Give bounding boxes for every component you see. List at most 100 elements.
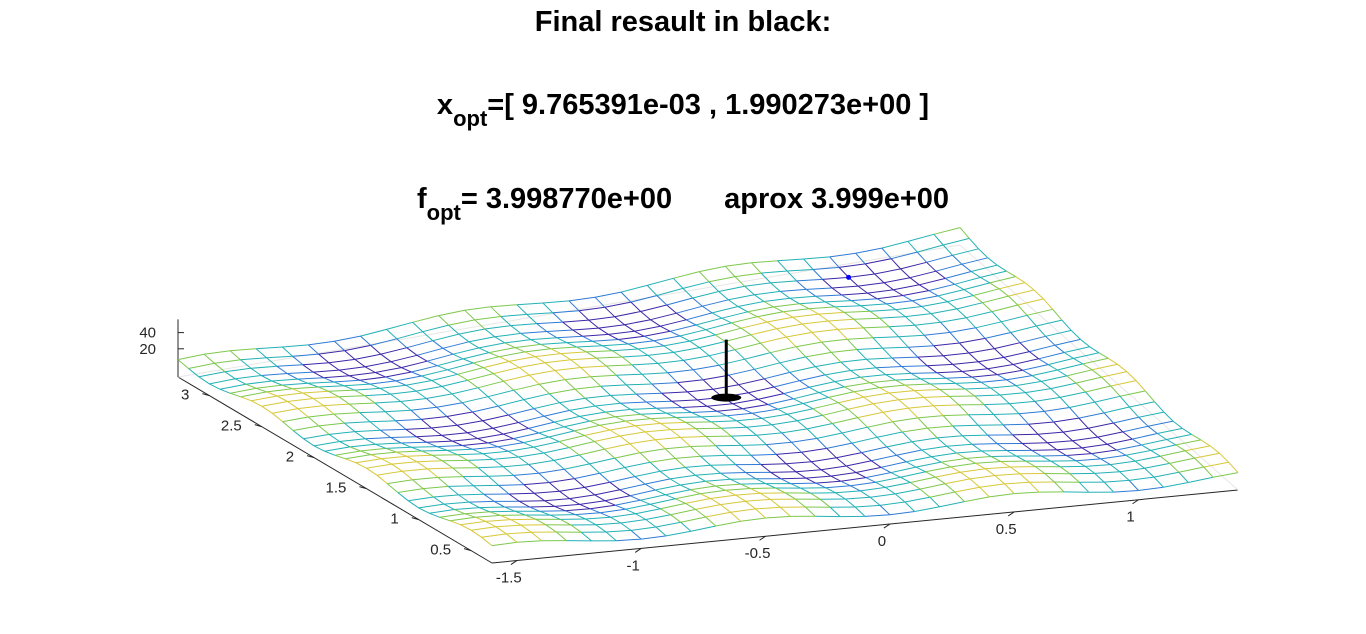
- mesh-line: [708, 355, 720, 366]
- mesh-line: [240, 391, 267, 398]
- mesh-line: [959, 342, 970, 354]
- mesh-line: [595, 522, 621, 526]
- mesh-line: [747, 306, 774, 313]
- mesh-line: [952, 424, 979, 427]
- mesh-line: [1015, 385, 1026, 394]
- mesh-line: [1036, 319, 1063, 327]
- mesh-line: [1103, 406, 1130, 414]
- mesh-line: [620, 522, 632, 531]
- mesh-line: [933, 227, 961, 235]
- mesh-line: [492, 422, 519, 429]
- mesh-line: [690, 525, 716, 532]
- mesh-line: [914, 389, 940, 392]
- mesh-line: [681, 407, 692, 413]
- mesh-line: [1094, 471, 1120, 474]
- mesh-line: [542, 300, 570, 304]
- mesh-line: [815, 361, 841, 368]
- mesh-line: [1119, 395, 1130, 408]
- mesh-line: [952, 254, 963, 265]
- mesh-line: [676, 312, 687, 321]
- mesh-line: [779, 356, 806, 364]
- mesh-line: [585, 395, 611, 399]
- mesh-line: [999, 394, 1010, 405]
- mesh-line: [699, 265, 726, 273]
- mesh-line: [1050, 460, 1061, 468]
- mesh-line: [985, 466, 1011, 470]
- mesh-line: [969, 478, 981, 488]
- mesh-line: [848, 273, 875, 278]
- mesh-line: [857, 285, 868, 294]
- mesh-line: [886, 441, 913, 448]
- mesh-line: [650, 457, 676, 463]
- mesh-line: [490, 304, 517, 308]
- mesh-line: [746, 424, 772, 428]
- mesh-line: [839, 263, 866, 268]
- mesh-line: [410, 409, 422, 420]
- mesh-line: [890, 466, 917, 474]
- mesh-line: [973, 288, 1000, 296]
- mesh-line: [665, 446, 691, 450]
- mesh-line: [594, 441, 605, 450]
- mesh-line: [832, 285, 859, 289]
- mesh-line: [891, 251, 918, 260]
- mesh-line: [574, 478, 585, 488]
- mesh-line: [313, 445, 325, 452]
- mesh-line: [685, 319, 697, 326]
- mesh-line: [328, 390, 340, 398]
- mesh-line: [1097, 436, 1108, 445]
- mesh-line: [646, 285, 658, 296]
- mesh-line: [841, 292, 868, 296]
- mesh-line: [386, 321, 413, 330]
- mesh-line: [1153, 471, 1179, 478]
- mesh-line: [1031, 369, 1058, 377]
- mesh-line: [297, 378, 309, 384]
- mesh-line: [499, 351, 525, 358]
- mesh-line: [255, 348, 267, 359]
- mesh-line: [1054, 481, 1065, 493]
- mesh-line: [518, 452, 544, 458]
- mesh-line: [250, 365, 277, 369]
- mesh-line: [875, 481, 886, 488]
- mesh-line: [745, 498, 771, 502]
- mesh-line: [808, 306, 835, 310]
- mesh-line: [947, 295, 974, 303]
- mesh-line: [935, 476, 946, 485]
- mesh-line: [1012, 433, 1038, 436]
- mesh-line: [764, 371, 790, 380]
- mesh-line: [282, 344, 309, 348]
- mesh-line: [1075, 460, 1086, 467]
- mesh-line: [287, 401, 299, 410]
- mesh-line: [834, 306, 845, 313]
- mesh-line: [1144, 390, 1155, 403]
- mesh-line: [689, 334, 716, 342]
- mesh-line: [686, 312, 713, 321]
- mesh-line: [895, 379, 906, 386]
- mesh-line: [568, 296, 596, 302]
- mesh-line: [665, 494, 676, 500]
- mesh-line: [804, 506, 816, 517]
- mesh-line: [1034, 401, 1045, 412]
- mesh-line: [755, 506, 781, 510]
- mesh-line: [806, 287, 833, 290]
- mesh-line: [954, 486, 980, 493]
- mesh-line: [752, 408, 778, 414]
- mesh-line: [376, 470, 403, 476]
- mesh-line: [942, 415, 954, 427]
- mesh-line: [735, 492, 761, 496]
- mesh-line: [703, 374, 729, 381]
- z-tick-label: 20: [139, 341, 156, 358]
- mesh-line: [569, 405, 596, 411]
- mesh-line: [954, 283, 965, 291]
- mesh-line: [641, 372, 668, 375]
- mesh-line: [369, 380, 396, 385]
- mesh-line: [909, 277, 920, 286]
- mesh-line: [328, 389, 355, 392]
- mesh-line: [711, 306, 739, 314]
- mesh-line: [837, 327, 864, 330]
- mesh-line: [919, 488, 931, 498]
- mesh-line: [910, 476, 936, 483]
- mesh-line: [447, 369, 458, 375]
- mesh-line: [385, 446, 412, 449]
- mesh-line: [1037, 433, 1048, 444]
